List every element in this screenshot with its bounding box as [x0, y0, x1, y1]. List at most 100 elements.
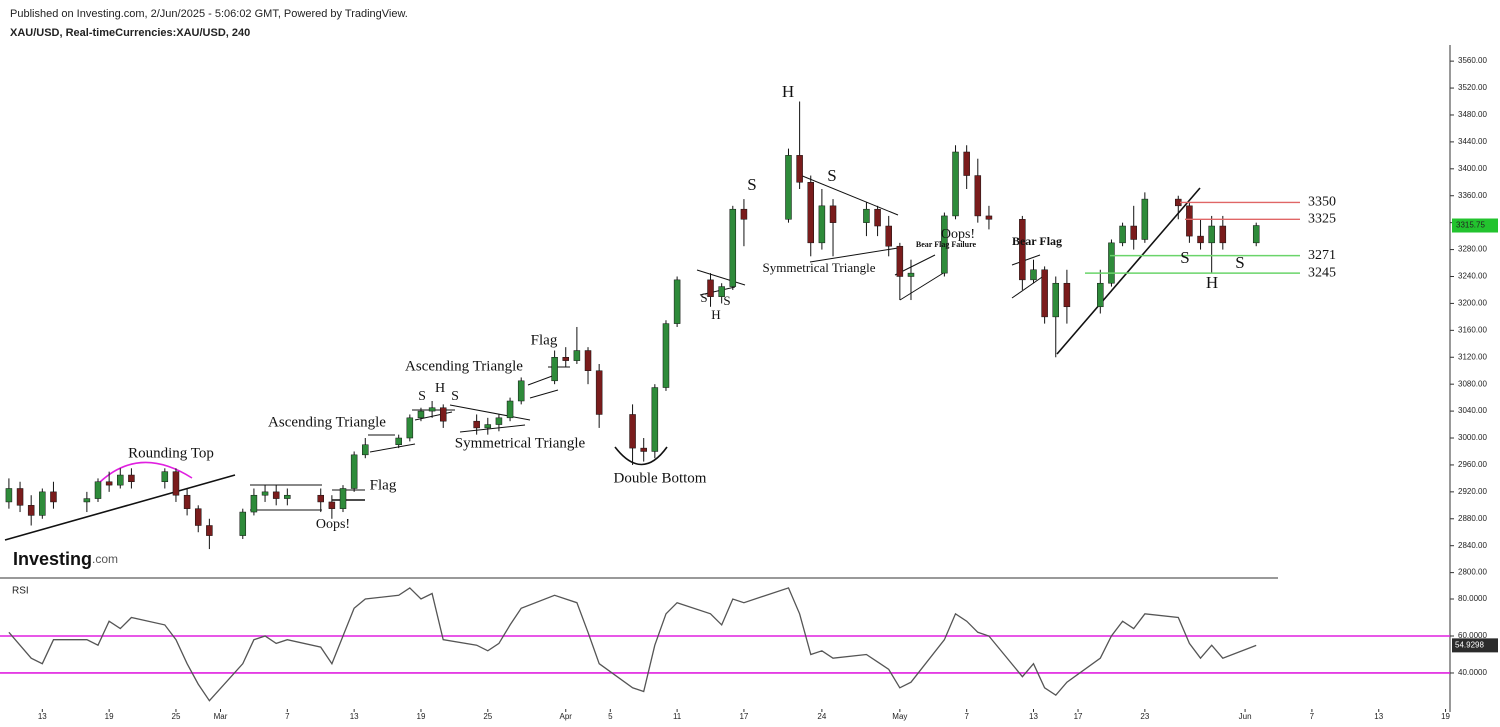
pattern-line: [449, 404, 531, 421]
candle-body: [551, 357, 558, 382]
candle-body: [740, 208, 748, 220]
candle-body: [974, 175, 982, 217]
candle-body: [1119, 225, 1126, 244]
candle-body: [1041, 269, 1048, 318]
candle-body: [640, 447, 647, 452]
x-tick-label: 17: [1074, 712, 1083, 721]
x-tick-label: 13: [38, 712, 47, 721]
pattern-line: [799, 174, 899, 216]
annotation: Ascending Triangle: [268, 414, 386, 430]
level-label: 3245: [1308, 265, 1336, 280]
last-rsi-label: 54.9298: [1455, 640, 1484, 649]
candle-body: [161, 471, 169, 483]
candle-body: [1208, 225, 1215, 244]
candle-body: [896, 245, 904, 277]
annotation: Bear Flag Failure: [916, 240, 977, 249]
annotation: Oops!: [316, 517, 350, 532]
candle-body: [406, 417, 414, 439]
y-tick-label: 40.0000: [1458, 668, 1487, 677]
x-tick-label: 19: [417, 712, 426, 721]
y-tick-label: 3360.00: [1458, 191, 1487, 200]
annotation: H: [711, 307, 720, 322]
published-note: Published on Investing.com, 2/Jun/2025 -…: [10, 8, 408, 20]
y-tick-label: 60.0000: [1458, 631, 1487, 640]
candle-body: [317, 494, 324, 503]
level-label: 3350: [1308, 195, 1336, 210]
x-tick-label: 23: [1140, 712, 1149, 721]
logo-suffix: .com: [92, 552, 118, 566]
x-tick-label: May: [892, 712, 907, 721]
candle-body: [350, 454, 358, 489]
y-tick-label: 3480.00: [1458, 110, 1487, 119]
candle-body: [662, 323, 670, 388]
level-label: 3271: [1308, 248, 1336, 263]
rsi-line: [8, 587, 1257, 702]
y-tick-label: 2840.00: [1458, 541, 1487, 550]
candle-body: [83, 498, 91, 503]
rsi-title: RSI: [12, 586, 29, 597]
candle-body: [985, 215, 993, 220]
candle-body: [718, 286, 725, 297]
x-tick-label: 13: [1029, 712, 1038, 721]
annotation: S: [451, 389, 459, 404]
candle-body: [105, 481, 113, 486]
candle-body: [707, 279, 714, 297]
candle-body: [128, 474, 135, 483]
y-tick-label: 3280.00: [1458, 245, 1487, 254]
x-tick-label: 19: [1441, 712, 1450, 721]
pattern-line: [1011, 254, 1041, 266]
candle-body: [117, 474, 124, 486]
candle-body: [874, 208, 881, 227]
x-tick-label: Mar: [214, 712, 228, 721]
candle-body: [1130, 225, 1137, 240]
candle-body: [1186, 205, 1193, 237]
y-tick-label: 2880.00: [1458, 514, 1487, 523]
candle-body: [595, 370, 603, 415]
candle-body: [796, 155, 803, 183]
rounding-arc: [99, 461, 193, 483]
candle-body: [1108, 242, 1115, 284]
y-tick-label: 2960.00: [1458, 460, 1487, 469]
annotation: H: [435, 381, 445, 396]
candle-body: [417, 410, 425, 419]
candle-body: [39, 491, 46, 516]
candle-body: [562, 357, 569, 361]
candle-body: [395, 437, 402, 445]
pattern-line: [1011, 274, 1046, 299]
candle-body: [239, 511, 247, 536]
candle-body: [194, 508, 202, 526]
candle-body: [907, 272, 915, 277]
trend-line: [1056, 187, 1201, 355]
candle-body: [963, 151, 970, 176]
annotation: H: [782, 82, 794, 101]
y-tick-label: 3080.00: [1458, 379, 1487, 388]
candle-body: [183, 494, 191, 509]
x-tick-label: 7: [964, 712, 969, 721]
candle-body: [362, 444, 369, 456]
annotation: H: [1206, 273, 1218, 292]
candle-body: [651, 387, 659, 452]
annotation: S: [700, 290, 707, 305]
x-tick-label: 13: [350, 712, 359, 721]
candle-body: [1197, 235, 1204, 244]
candle-body: [584, 350, 592, 371]
annotation: Rounding Top: [128, 445, 214, 461]
candle-body: [495, 417, 503, 425]
candle-body: [818, 205, 826, 244]
candle-body: [339, 488, 347, 509]
candle-body: [439, 407, 447, 422]
pattern-line: [899, 271, 946, 301]
annotation: S: [723, 293, 730, 308]
candle-body: [1252, 225, 1260, 244]
candle-body: [517, 380, 525, 402]
candle-body: [272, 491, 280, 499]
annotation: S: [418, 389, 426, 404]
candle-body: [206, 525, 213, 536]
candle-body: [484, 424, 492, 429]
candle-body: [27, 505, 35, 516]
y-tick-label: 3400.00: [1458, 164, 1487, 173]
pattern-line: [696, 269, 746, 286]
annotation: Bear Flag: [1012, 234, 1062, 248]
pattern-line: [369, 443, 416, 453]
y-tick-label: 3560.00: [1458, 56, 1487, 65]
